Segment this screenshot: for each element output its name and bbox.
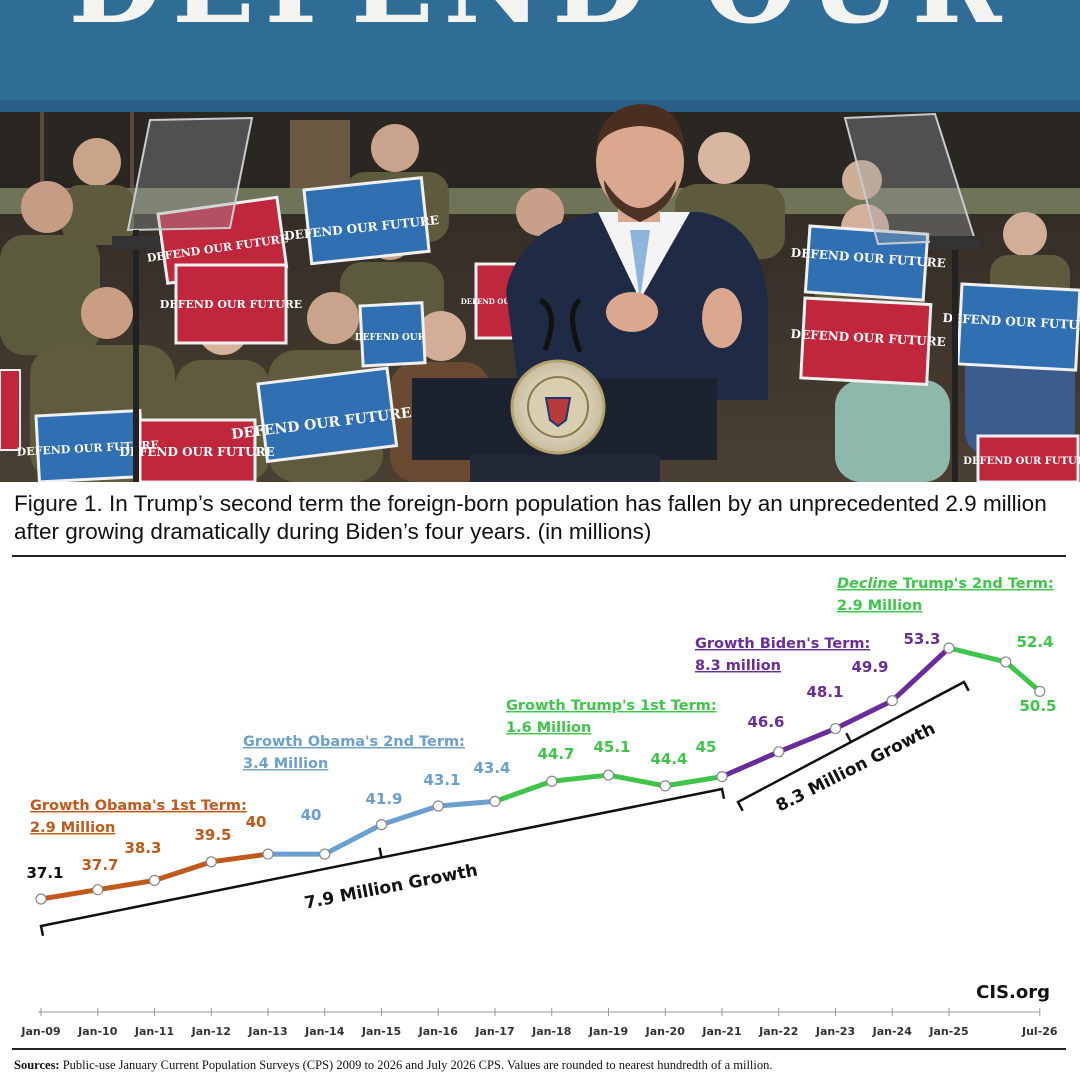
data-point (1000, 656, 1012, 668)
red-signs (0, 195, 1080, 482)
x-tick-label: Jan-17 (474, 1025, 514, 1038)
data-point (659, 780, 671, 792)
x-tick-label: Jan-19 (588, 1025, 628, 1038)
brace-label-8-3: 8.3 Million Growth (773, 719, 939, 817)
data-label: 41.9 (365, 790, 402, 808)
data-label: 40 (246, 813, 267, 831)
term-annotation-title: Growth Obama's 1st Term: (30, 798, 247, 814)
sign-text: DEFEND OUR FUTURE (119, 445, 274, 459)
x-tick-label: Jan-25 (928, 1025, 968, 1038)
blue-signs (34, 176, 1080, 482)
x-tick-label: Jan-18 (531, 1025, 571, 1038)
teleprompter-right (843, 112, 980, 482)
sources-label: Sources: (14, 1058, 60, 1072)
data-point (375, 819, 388, 831)
data-point (716, 770, 728, 783)
x-tick-label: Jan-12 (191, 1025, 231, 1038)
sources-text: Public-use January Current Population Su… (59, 1058, 773, 1072)
rally-photo-illustration: DEFEND OUR (0, 0, 1080, 482)
data-point (943, 642, 955, 654)
series-line-trump-2nd-term (946, 645, 1043, 694)
x-tick-label: Jan-16 (418, 1025, 459, 1038)
data-point (602, 769, 615, 781)
x-tick-label: Jan-10 (77, 1025, 118, 1038)
data-point (886, 695, 898, 707)
term-annotation-value: 1.6 Million (506, 720, 591, 736)
term-annotation-value: 2.9 Million (30, 820, 115, 836)
data-point (148, 874, 161, 887)
x-tick-label: Jan-13 (247, 1025, 287, 1038)
x-tick-label: Jan-21 (701, 1025, 741, 1038)
term-annotation-value: 2.9 Million (837, 598, 922, 614)
sign-text: DEFEND OUR FUTURE (963, 456, 1080, 467)
term-annotation-title: Growth Biden's Term: (695, 636, 870, 652)
x-tick-label: Jan-14 (304, 1025, 345, 1038)
x-tick-label: Jul-26 (1021, 1025, 1058, 1038)
sign-text: DEFEND OUR (355, 333, 426, 343)
data-label: 46.6 (747, 713, 784, 731)
brace-7-9-million (39, 787, 726, 937)
data-label: 38.3 (124, 839, 161, 857)
data-point (1034, 685, 1046, 697)
data-label: 48.1 (806, 683, 843, 701)
cis-credit: CIS.org (976, 982, 1050, 1003)
data-label: 37.7 (81, 856, 118, 874)
x-tick-label: Jan-11 (134, 1025, 174, 1038)
term-annotation-title: Growth Trump's 1st Term: (506, 698, 717, 714)
x-tick-label: Jan-09 (20, 1025, 60, 1038)
data-label: 40 (301, 806, 322, 824)
data-point (35, 893, 47, 905)
data-label: 43.1 (423, 771, 460, 789)
data-point (773, 746, 785, 758)
data-label: 52.4 (1016, 633, 1053, 651)
brace-8-3-million (736, 680, 970, 812)
rally-photo: DEFEND OUR (0, 0, 1080, 482)
banner (0, 0, 1080, 112)
x-tick-label: Jan-22 (758, 1025, 798, 1038)
banner-text: DEFEND OUR (69, 0, 1012, 48)
data-label: 53.3 (903, 630, 940, 648)
data-label: 44.4 (650, 750, 687, 768)
data-point (262, 848, 274, 860)
term-annotation-title: Decline Trump's 2nd Term: (837, 576, 1054, 592)
data-label: 45 (696, 738, 717, 756)
teleprompter-left (112, 116, 254, 482)
data-label: 44.7 (537, 745, 574, 763)
sources-note: Sources: Public-use January Current Popu… (14, 1058, 773, 1073)
foreign-born-line-chart: Jan-09 Jan-10 Jan-11 Jan-12 Jan-13 Jan-14 Jan-… (20, 576, 1058, 1038)
term-annotation-value: 3.4 Million (243, 756, 328, 772)
term-annotation-value: 8.3 million (695, 658, 781, 674)
sign-text: DEFEND OUR FUTURE (160, 298, 302, 311)
footer-rule (12, 1048, 1066, 1050)
term-annotation-title: Growth Obama's 2nd Term: (243, 734, 465, 750)
data-label: 43.4 (473, 759, 510, 777)
data-point (205, 856, 217, 868)
data-point (319, 848, 331, 860)
caption-rule (12, 555, 1066, 557)
data-point (432, 800, 444, 812)
x-tick-label: Jan-15 (361, 1025, 401, 1038)
data-point (546, 775, 558, 787)
data-label: 39.5 (194, 826, 231, 844)
data-label: 50.5 (1019, 697, 1056, 715)
x-tick-label: Jan-24 (872, 1025, 913, 1038)
figure-caption: Figure 1. In Trump’s second term the for… (14, 491, 1047, 544)
data-point (489, 795, 501, 807)
podium (412, 297, 717, 482)
data-label: 45.1 (593, 738, 630, 756)
chart-panel: Figure 1. In Trump’s second term the for… (0, 482, 1080, 1080)
sign-text: DEFEND OUR FUTURE (461, 297, 552, 306)
data-label: 49.9 (851, 658, 888, 676)
data-point (829, 722, 842, 735)
data-label: 37.1 (26, 864, 63, 882)
x-tick-label: Jan-23 (815, 1025, 855, 1038)
speaker (506, 104, 768, 400)
x-tick-label: Jan-20 (645, 1025, 686, 1038)
data-point (92, 884, 104, 896)
